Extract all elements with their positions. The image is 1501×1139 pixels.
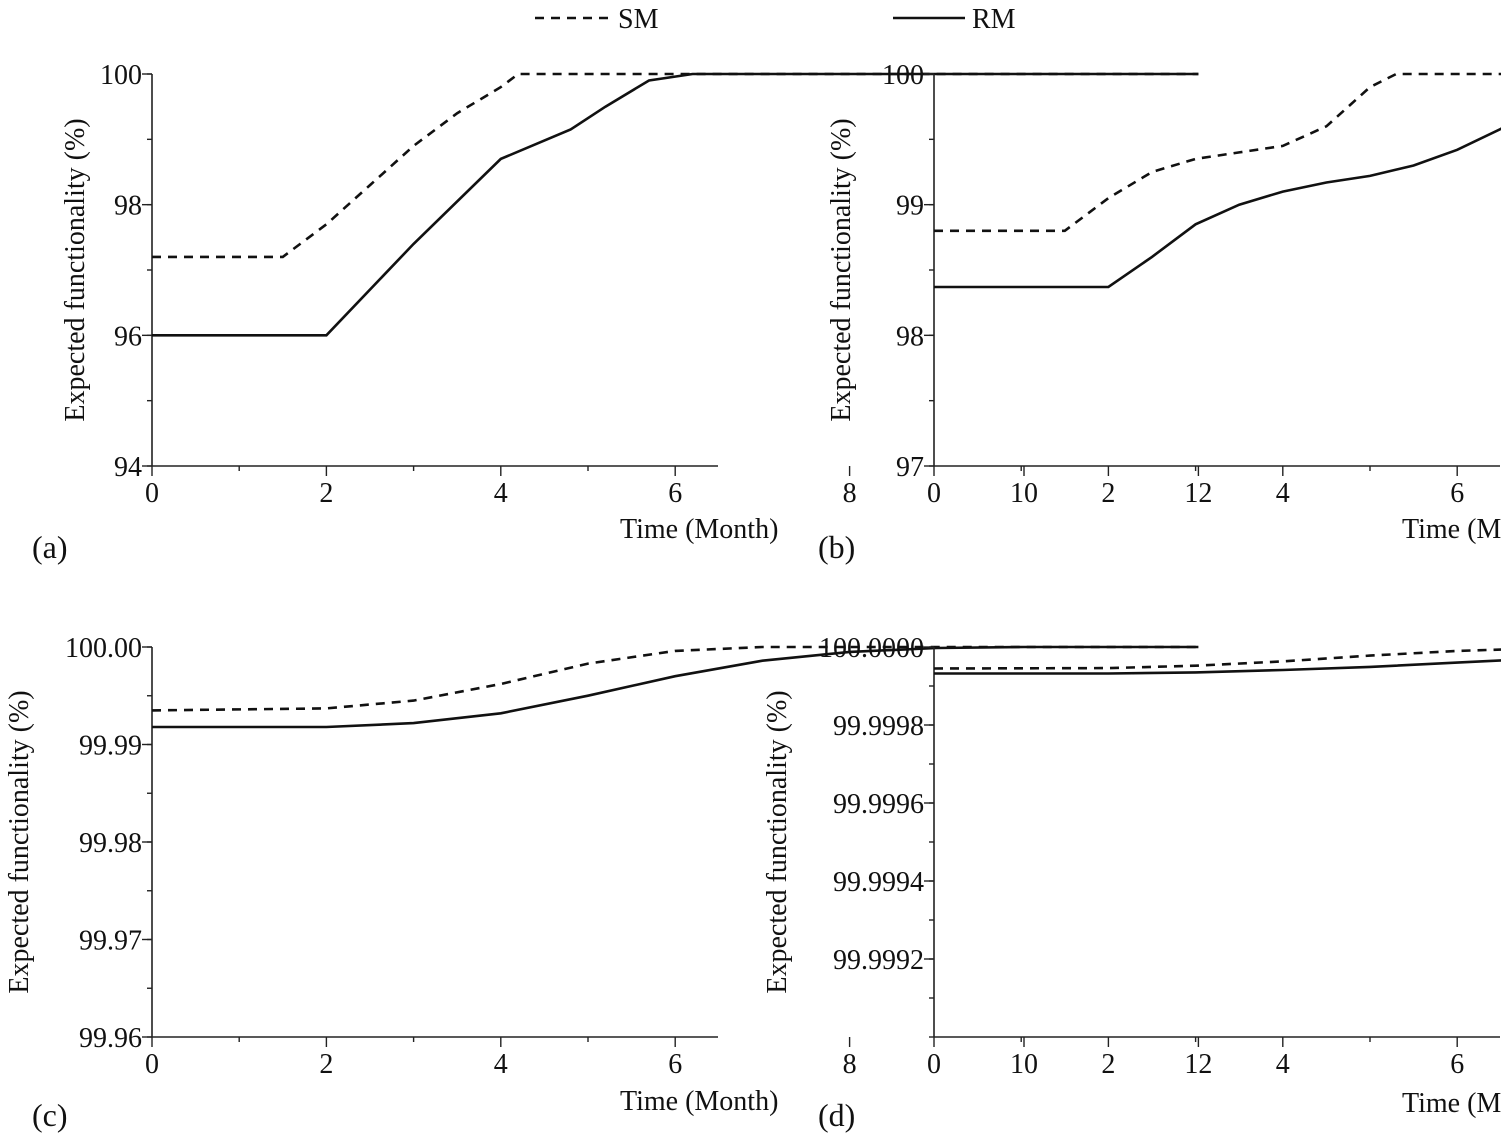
series-line-rm	[152, 72, 1199, 337]
x-tick-label: 4	[494, 478, 508, 509]
panel-letter: (d)	[818, 1097, 855, 1133]
x-tick-label: 12	[1184, 1049, 1212, 1080]
x-tick-label: 8	[843, 1049, 857, 1080]
series-line-sm	[934, 72, 1501, 233]
legend: SM RM	[535, 4, 1016, 35]
x-tick-label: 4	[1276, 1049, 1290, 1080]
series-line-rm	[152, 645, 1199, 729]
x-tick-label: 0	[927, 1049, 941, 1080]
y-axis-title: Expected functionality (%)	[4, 690, 35, 993]
series-line-rm	[934, 127, 1501, 289]
y-tick-label: 99.99	[79, 731, 142, 762]
x-tick-label: 6	[1450, 1049, 1464, 1080]
y-axis-title: Expected functionality (%)	[60, 118, 91, 421]
y-tick-label: 96	[114, 321, 142, 352]
x-tick-label: 6	[1450, 478, 1464, 509]
y-tick-label: 98	[896, 321, 924, 352]
y-axis-title: Expected functionality (%)	[826, 118, 857, 421]
x-tick-label: 6	[668, 478, 682, 509]
x-axis-title: Time (Month)	[1402, 1088, 1501, 1119]
y-tick-label: 99	[896, 191, 924, 222]
x-tick-label: 12	[1184, 478, 1212, 509]
series-line-sm	[933, 648, 1501, 670]
y-tick-label: 100.00	[65, 633, 142, 664]
x-tick-label: 10	[1010, 1049, 1038, 1080]
x-axis-title: Time (Month)	[1402, 514, 1501, 545]
x-tick-label: 2	[319, 478, 333, 509]
y-tick-label: 100.0000	[819, 633, 924, 664]
y-tick-label: 97	[896, 452, 924, 483]
y-tick-label: 99.9994	[833, 867, 924, 898]
y-tick-label: 99.9992	[833, 945, 924, 976]
x-tick-label: 4	[494, 1049, 508, 1080]
chart-panel-4: 0 2 4 6 8 10 12 99.9992 99.9994 99.9996 99.9998 100…	[762, 633, 1501, 1133]
panel-letter: (a)	[32, 529, 68, 565]
y-tick-label: 94	[114, 452, 142, 483]
panel-letter: (c)	[32, 1097, 68, 1133]
x-axis-title: Time (Month)	[620, 1086, 778, 1117]
series-line-sm	[152, 72, 1199, 259]
y-tick-label: 99.96	[79, 1023, 142, 1054]
x-tick-label: 2	[1101, 1049, 1115, 1080]
y-tick-label: 99.97	[79, 926, 142, 957]
y-tick-label: 100	[100, 60, 142, 91]
x-axis-title: Time (Month)	[620, 514, 778, 545]
series-line-sm	[151, 645, 1199, 712]
y-tick-label: 99.9998	[833, 711, 924, 742]
legend-label-sm: SM	[618, 4, 659, 35]
x-tick-label: 0	[145, 1049, 159, 1080]
y-tick-label: 99.98	[79, 828, 142, 859]
y-tick-label: 99.9996	[833, 789, 924, 820]
x-tick-label: 4	[1276, 478, 1290, 509]
x-tick-label: 0	[927, 478, 941, 509]
legend-label-rm: RM	[972, 4, 1016, 35]
x-tick-label: 6	[668, 1049, 682, 1080]
x-tick-label: 0	[145, 478, 159, 509]
chart-panel-1: 0 2 4 6 8 10 12 94 96 98 100 Time (Month) Expected f…	[32, 60, 1212, 565]
x-tick-label: 10	[1010, 478, 1038, 509]
chart-panel-2: 0 2 4 6 8 10 12 97 98 99 100 Time (Month) Expected f…	[818, 60, 1501, 565]
x-tick-label: 2	[319, 1049, 333, 1080]
x-tick-label: 2	[1101, 478, 1115, 509]
y-tick-label: 98	[114, 191, 142, 222]
y-axis-title: Expected functionality (%)	[762, 690, 793, 993]
x-tick-label: 8	[843, 478, 857, 509]
chart-panel-3: 0 2 4 6 8 10 12 99.96 99.97 99.98 99.99 100.00 Time …	[4, 633, 1212, 1133]
panel-letter: (b)	[818, 529, 855, 565]
y-tick-label: 100	[882, 60, 924, 91]
